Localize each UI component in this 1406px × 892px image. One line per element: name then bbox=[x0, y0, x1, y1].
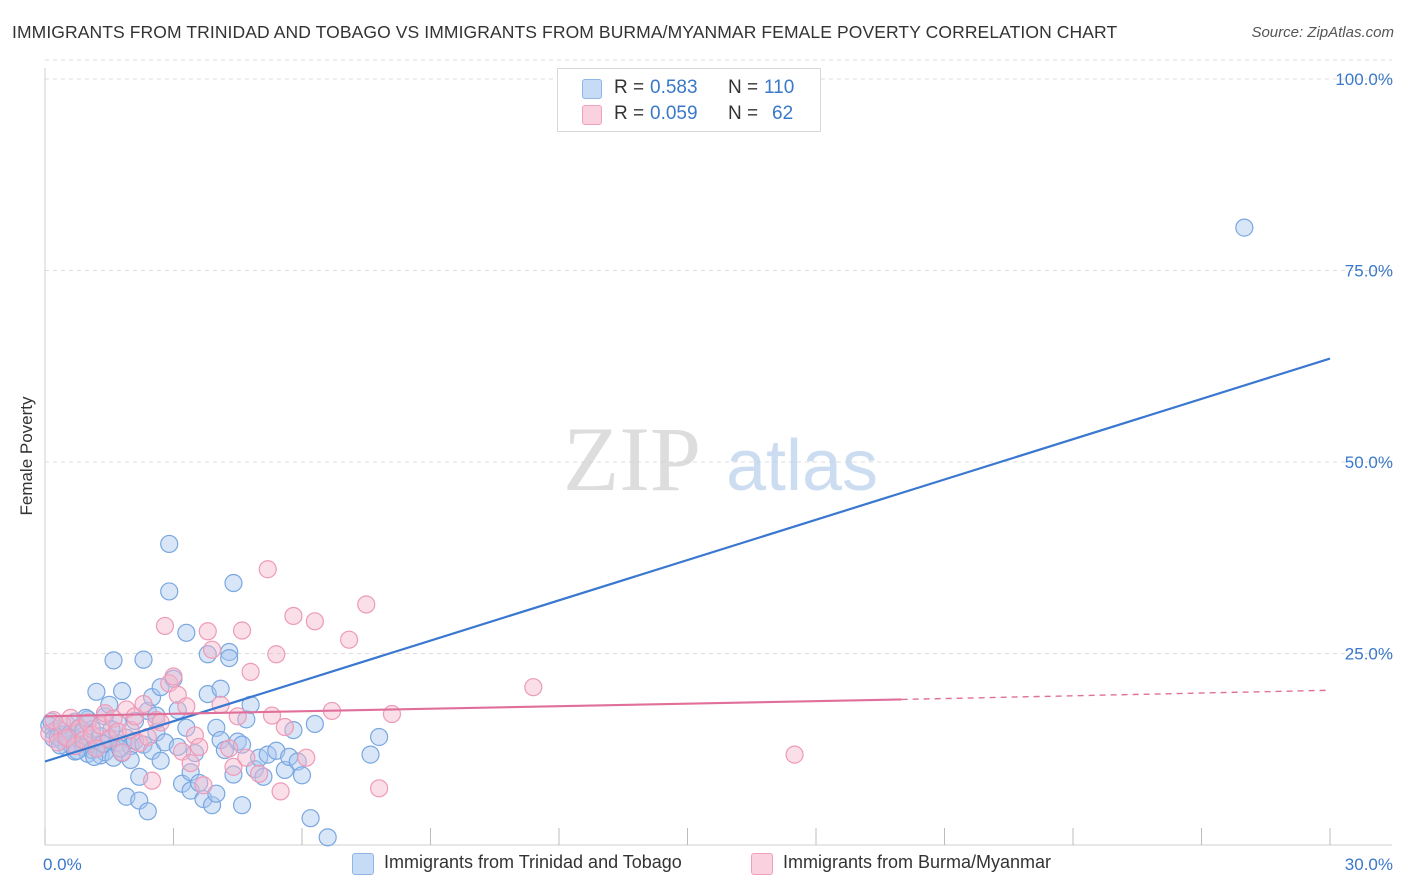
data-point bbox=[318, 828, 337, 847]
trend-line bbox=[44, 698, 902, 718]
data-point bbox=[151, 751, 170, 770]
data-point bbox=[160, 534, 179, 554]
data-point bbox=[267, 645, 286, 664]
data-point bbox=[87, 682, 106, 701]
data-point bbox=[104, 651, 123, 670]
data-point bbox=[224, 573, 243, 593]
data-point bbox=[181, 753, 200, 773]
data-point bbox=[202, 796, 222, 815]
data-point bbox=[357, 595, 376, 614]
data-point bbox=[340, 630, 359, 649]
legend-r-value: 0.059 bbox=[650, 103, 698, 124]
data-point bbox=[211, 679, 230, 698]
data-point bbox=[241, 662, 260, 681]
data-point bbox=[1235, 218, 1254, 237]
legend-n-label: N = bbox=[728, 103, 759, 124]
data-point bbox=[305, 612, 324, 631]
data-point bbox=[297, 748, 316, 767]
data-point bbox=[220, 739, 239, 758]
axes bbox=[44, 68, 1392, 846]
data-point bbox=[232, 796, 252, 815]
source-label: Source: ZipAtlas.com bbox=[1251, 24, 1394, 41]
data-point bbox=[138, 802, 157, 821]
data-point bbox=[292, 766, 312, 785]
data-point bbox=[100, 695, 119, 714]
data-point bbox=[95, 704, 115, 723]
data-point bbox=[48, 733, 67, 752]
watermark-zip: ZIP bbox=[563, 408, 701, 510]
data-point bbox=[382, 704, 402, 724]
data-point bbox=[164, 667, 183, 686]
data-point bbox=[370, 779, 389, 798]
data-point bbox=[250, 764, 269, 783]
legend-n-value: 62 bbox=[772, 103, 794, 124]
data-point bbox=[112, 743, 132, 762]
bottom-legend-label: Immigrants from Burma/Myanmar bbox=[783, 852, 1052, 872]
data-point bbox=[202, 640, 222, 659]
bottom-swatch-pink bbox=[751, 853, 773, 875]
data-point bbox=[177, 623, 196, 642]
data-point bbox=[224, 757, 243, 776]
y-tick-label: 25.0% bbox=[1345, 645, 1393, 664]
data-point bbox=[288, 752, 307, 771]
data-point bbox=[305, 714, 324, 734]
legend-swatch-pink bbox=[582, 105, 602, 125]
data-point bbox=[275, 717, 294, 737]
data-point bbox=[134, 694, 153, 714]
data-point bbox=[112, 681, 132, 701]
data-point bbox=[258, 560, 277, 579]
data-point bbox=[301, 809, 320, 828]
data-point bbox=[151, 678, 170, 697]
y-tick-label: 75.0% bbox=[1345, 262, 1393, 281]
data-point bbox=[177, 697, 196, 716]
data-point bbox=[142, 771, 162, 790]
legend-r-label: R = bbox=[614, 77, 645, 98]
trend-line-extension bbox=[901, 689, 1331, 701]
data-point bbox=[207, 784, 226, 803]
data-point bbox=[224, 765, 243, 784]
bottom-legend-label: Immigrants from Trinidad and Tobago bbox=[384, 852, 682, 872]
legend-r-value: 0.583 bbox=[650, 77, 698, 98]
data-points bbox=[40, 218, 1254, 847]
data-point bbox=[160, 582, 179, 601]
data-point bbox=[284, 606, 303, 626]
correlation-legend: R = 0.583 N = 110 R = 0.059 N = 62 bbox=[557, 68, 821, 132]
trend-line bbox=[44, 357, 1331, 763]
legend-swatch-blue bbox=[582, 79, 602, 99]
data-point bbox=[185, 726, 205, 745]
data-point bbox=[194, 776, 213, 795]
trend-lines bbox=[44, 357, 1331, 763]
chart-title: IMMIGRANTS FROM TRINIDAD AND TOBAGO VS I… bbox=[12, 22, 1118, 42]
legend-n-label: N = bbox=[728, 77, 759, 98]
data-point bbox=[237, 748, 256, 767]
data-point bbox=[134, 650, 153, 669]
watermark-atlas: atlas bbox=[726, 426, 878, 506]
data-point bbox=[220, 648, 239, 668]
y-tick-label: 50.0% bbox=[1345, 453, 1393, 472]
data-point bbox=[271, 782, 290, 801]
data-point bbox=[228, 707, 247, 726]
legend-n-value: 110 bbox=[764, 77, 795, 98]
grid bbox=[45, 59, 1392, 654]
data-point bbox=[370, 727, 389, 747]
x-tick-label: 30.0% bbox=[1345, 855, 1393, 874]
y-tick-label: 100.0% bbox=[1335, 70, 1393, 89]
data-point bbox=[785, 745, 804, 764]
data-point bbox=[155, 616, 175, 636]
tick-labels: 25.0% 50.0% 75.0% 100.0% 0.0% 30.0% bbox=[43, 70, 1393, 874]
x-tick-label: 0.0% bbox=[43, 855, 82, 874]
y-axis-label: Female Poverty bbox=[17, 396, 36, 516]
data-point bbox=[232, 621, 252, 640]
data-point bbox=[524, 678, 543, 697]
data-point bbox=[198, 622, 217, 641]
data-point bbox=[361, 745, 380, 764]
data-point bbox=[190, 737, 209, 757]
bottom-swatch-blue bbox=[352, 853, 374, 875]
data-point bbox=[258, 745, 277, 764]
legend-r-label: R = bbox=[614, 103, 645, 124]
